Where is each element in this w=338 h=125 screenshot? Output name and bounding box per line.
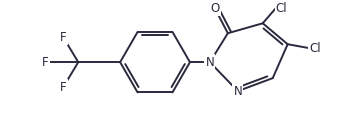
Text: F: F [42, 56, 48, 69]
Text: N: N [234, 85, 242, 98]
Text: F: F [60, 81, 67, 94]
Text: F: F [60, 31, 67, 44]
Text: O: O [210, 2, 219, 15]
Text: Cl: Cl [276, 2, 287, 15]
Text: N: N [206, 56, 214, 69]
Text: Cl: Cl [310, 42, 321, 55]
